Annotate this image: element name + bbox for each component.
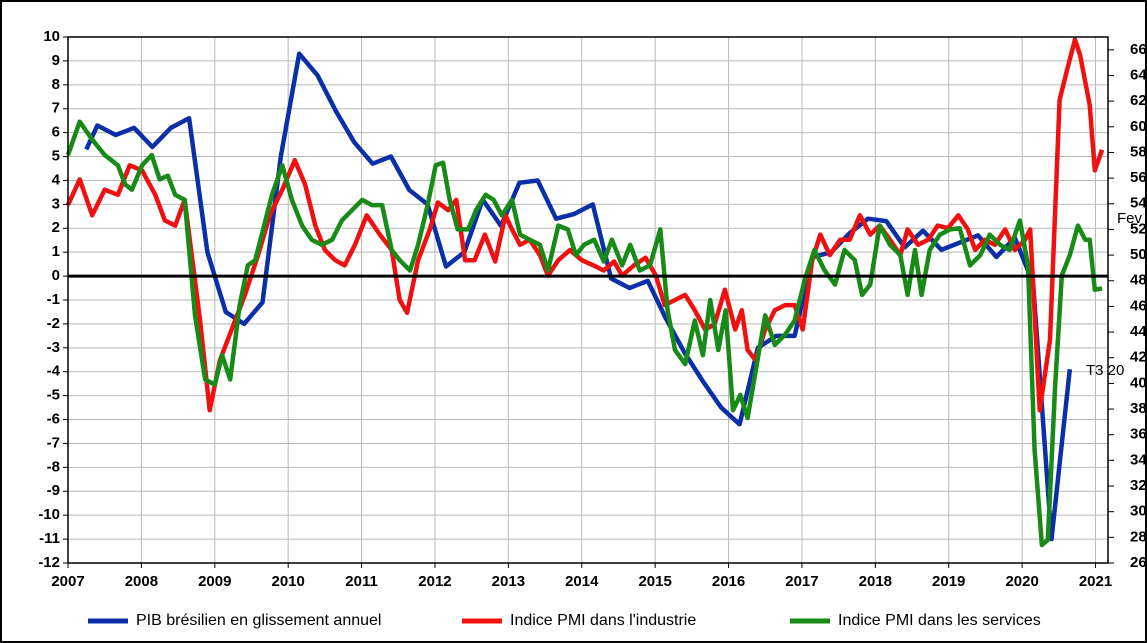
- y2-tick-label: 34: [1130, 451, 1147, 468]
- x-tick-label: 2014: [565, 573, 599, 590]
- y2-tick-label: 48: [1130, 272, 1147, 289]
- y-tick-label: -4: [47, 363, 61, 380]
- legend-label: PIB brésilien en glissement annuel: [136, 612, 381, 629]
- y-tick-label: -6: [47, 411, 60, 428]
- y2-tick-label: 50: [1130, 246, 1147, 263]
- y2-tick-label: 62: [1130, 92, 1147, 109]
- x-tick-label: 2020: [1005, 573, 1038, 590]
- y-tick-label: -12: [38, 554, 60, 571]
- y2-tick-label: 58: [1130, 143, 1147, 160]
- y-tick-label: 6: [52, 124, 60, 141]
- x-tick-label: 2018: [859, 573, 892, 590]
- y2-tick-label: 46: [1130, 297, 1147, 314]
- x-tick-label: 2011: [345, 573, 378, 590]
- y2-tick-label: 54: [1130, 195, 1147, 212]
- y-tick-label: 10: [43, 28, 60, 45]
- legend-label: Indice PMI dans l'industrie: [510, 612, 696, 629]
- y2-tick-label: 56: [1130, 169, 1147, 186]
- y-tick-label: 2: [52, 219, 60, 236]
- y-tick-label: -11: [39, 530, 60, 547]
- annotation: T3 20: [1086, 362, 1124, 379]
- y2-tick-label: 44: [1130, 323, 1147, 340]
- x-tick-label: 2012: [418, 573, 451, 590]
- y2-tick-label: 64: [1130, 66, 1147, 83]
- y2-tick-label: 26: [1130, 554, 1147, 571]
- y-tick-label: -10: [38, 506, 60, 523]
- plot-border: [67, 36, 1109, 564]
- y-tick-label: -1: [47, 291, 60, 308]
- y2-tick-label: 40: [1130, 374, 1147, 391]
- y2-tick-label: 60: [1130, 118, 1147, 135]
- y2-tick-label: 32: [1130, 477, 1147, 494]
- y-tick-label: -8: [47, 458, 60, 475]
- y-tick-label: -9: [47, 482, 60, 499]
- y-tick-label: 4: [52, 171, 61, 188]
- y2-tick-label: 38: [1130, 400, 1147, 417]
- y-tick-label: 9: [52, 52, 60, 69]
- y2-tick-label: 42: [1130, 349, 1147, 366]
- x-tick-label: 2016: [712, 573, 745, 590]
- annotation: Fev: [1117, 210, 1143, 227]
- y-tick-label: 1: [52, 243, 60, 260]
- x-tick-label: 2009: [198, 573, 231, 590]
- y-tick-label: -7: [47, 434, 60, 451]
- y2-tick-label: 66: [1130, 41, 1147, 58]
- y2-tick-label: 36: [1130, 426, 1147, 443]
- x-tick-label: 2021: [1079, 573, 1112, 590]
- y-tick-label: -2: [47, 315, 60, 332]
- series-line: [65, 119, 1103, 548]
- y-tick-label: 0: [52, 267, 60, 284]
- y-tick-label: 8: [52, 76, 60, 93]
- x-tick-label: 2010: [271, 573, 304, 590]
- y2-tick-label: 28: [1130, 528, 1147, 545]
- legend-label: Indice PMI dans les services: [838, 612, 1041, 629]
- x-tick-label: 2019: [932, 573, 965, 590]
- y-tick-label: -5: [47, 387, 60, 404]
- x-tick-label: 2008: [125, 573, 158, 590]
- y2-tick-label: 30: [1130, 503, 1147, 520]
- y-tick-label: -3: [47, 339, 60, 356]
- x-tick-label: 2013: [492, 573, 525, 590]
- x-tick-label: 2015: [638, 573, 671, 590]
- y2-tick-label: 52: [1130, 220, 1147, 237]
- y-tick-label: 5: [52, 148, 60, 165]
- x-tick-label: 2017: [785, 573, 818, 590]
- y-tick-label: 3: [52, 195, 60, 212]
- y-tick-label: 7: [52, 100, 60, 117]
- x-tick-label: 2007: [51, 573, 84, 590]
